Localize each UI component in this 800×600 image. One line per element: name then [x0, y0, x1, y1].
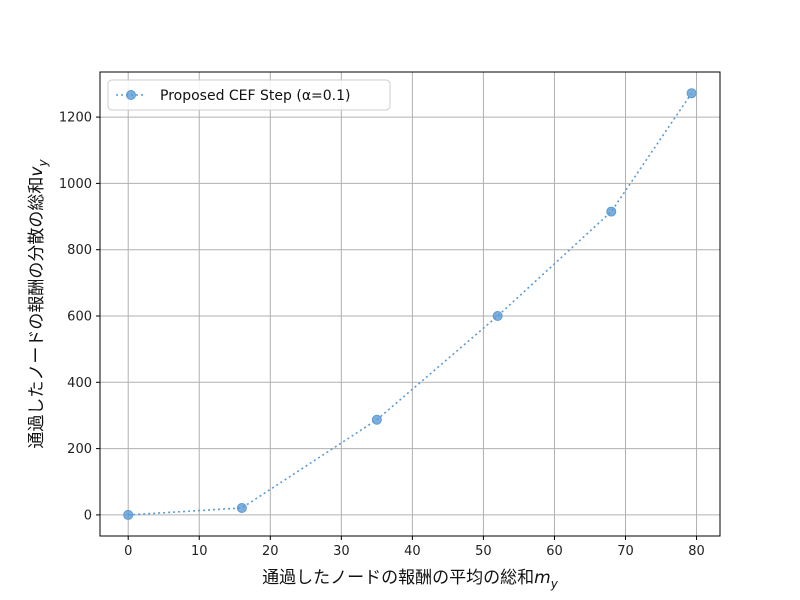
data-point [492, 311, 503, 322]
x-tick-label: 10 [191, 544, 208, 559]
y-axis: 0 200 400 600 800 1000 1200 [59, 111, 100, 523]
x-axis: 0 10 20 30 40 50 60 70 80 [124, 536, 705, 559]
data-point [371, 414, 382, 425]
x-axis-label-subscript: y [550, 577, 559, 591]
x-tick-label: 80 [688, 544, 705, 559]
legend: Proposed CEF Step (α=0.1) [107, 79, 391, 111]
plot-frame [99, 71, 721, 537]
y-axis-label-subscript: y [36, 159, 50, 168]
legend-marker [126, 90, 136, 100]
y-tick-label: 400 [67, 376, 92, 391]
x-tick-label: 40 [404, 544, 421, 559]
y-axis-label: 通過したノードの報酬の分散の総和vy [27, 159, 50, 449]
x-axis-label: 通過したノードの報酬の平均の総和my [262, 568, 559, 591]
grid [100, 72, 720, 536]
data-point [606, 206, 617, 217]
y-tick-label: 200 [67, 442, 92, 457]
x-axis-label-text: 通過したノードの報酬の平均の総和 [262, 568, 534, 588]
x-tick-label: 70 [617, 544, 634, 559]
y-axis-label-symbol: v [27, 166, 47, 177]
x-axis-label-symbol: m [534, 568, 551, 588]
y-tick-label: 1200 [59, 111, 92, 126]
y-tick-label: 800 [67, 243, 92, 258]
x-tick-label: 20 [262, 544, 279, 559]
x-tick-label: 0 [124, 544, 132, 559]
y-tick-label: 1000 [59, 177, 92, 192]
y-axis-label-text: 通過したノードの報酬の分散の総和 [27, 177, 47, 449]
x-tick-label: 50 [475, 544, 492, 559]
data-point [236, 502, 247, 513]
y-tick-label: 600 [67, 310, 92, 325]
x-tick-label: 60 [546, 544, 563, 559]
legend-label: Proposed CEF Step (α=0.1) [160, 88, 351, 104]
data-point [686, 88, 697, 99]
x-tick-label: 30 [333, 544, 350, 559]
data-point [123, 509, 134, 520]
series-layer [123, 88, 697, 520]
y-tick-label: 0 [84, 508, 92, 523]
legend-box [107, 79, 391, 111]
